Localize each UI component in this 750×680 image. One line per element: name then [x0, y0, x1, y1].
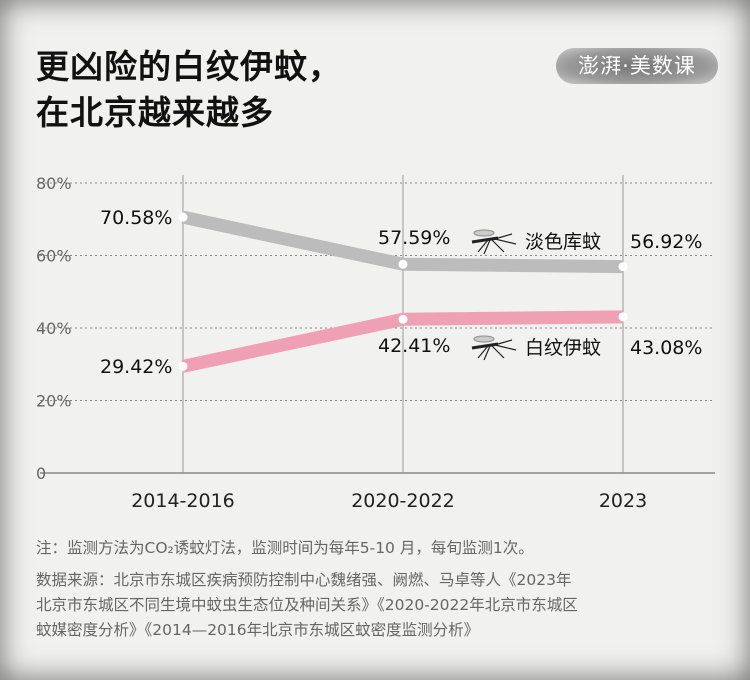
x-tick-label: 2023	[599, 490, 647, 512]
mosquito-icon	[471, 335, 517, 361]
data-point	[618, 262, 628, 272]
y-tick-label: 20%	[36, 392, 72, 411]
y-tick-label: 80%	[36, 174, 72, 193]
data-label: 43.08%	[630, 337, 702, 359]
data-point	[398, 259, 408, 269]
series-name: 白纹伊蚊	[525, 337, 601, 359]
y-tick-label: 0	[36, 464, 46, 483]
source-line-3: 蚊媒密度分析》《2014—2016年北京市东城区蚊密度监测分析》	[36, 621, 480, 639]
data-point	[618, 312, 628, 322]
data-label: 56.92%	[630, 231, 702, 253]
data-point	[178, 212, 188, 222]
data-point	[398, 314, 408, 324]
y-tick-label: 40%	[36, 319, 72, 338]
x-tick-label: 2014-2016	[131, 490, 235, 512]
x-tick-label: 2020-2022	[351, 490, 455, 512]
data-label: 70.58%	[100, 207, 172, 229]
title-line-2: 在北京越来越多	[36, 93, 274, 132]
title-line-1: 更凶险的白纹伊蚊，	[36, 47, 342, 86]
data-label: 29.42%	[100, 356, 172, 378]
source-line-2: 北京市东城区不同生境中蚊虫生态位及种间关系》《2020-2022年北京市东城区	[36, 596, 578, 614]
series-name: 淡色库蚊	[525, 231, 601, 253]
chart-note: 注：监测方法为CO₂诱蚊灯法，监测时间为每年5-10 月，每旬监测1次。	[36, 539, 534, 557]
data-label: 42.41%	[378, 335, 450, 357]
logo: 澎湃·美数课	[556, 48, 718, 84]
mosquito-icon	[471, 229, 517, 255]
data-label: 57.59%	[378, 227, 450, 249]
data-point	[178, 361, 188, 371]
source-line-1: 数据来源：北京市东城区疾病预防控制中心魏绪强、阙燃、马卓等人《2023年	[36, 571, 572, 589]
y-tick-label: 60%	[36, 247, 72, 266]
